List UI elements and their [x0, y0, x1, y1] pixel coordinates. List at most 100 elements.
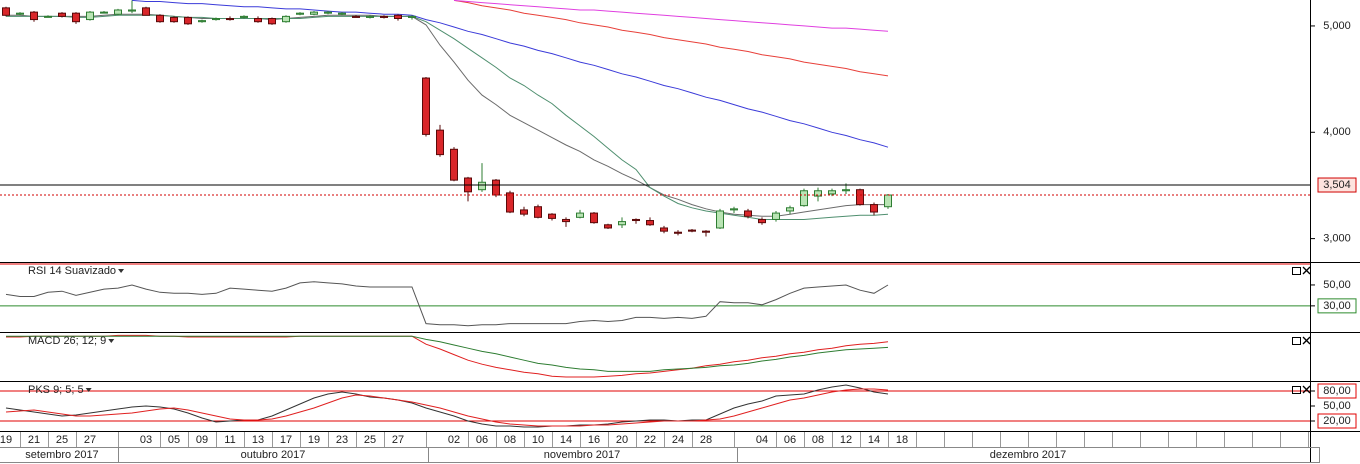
candle-body: [520, 209, 528, 215]
plot-layers: [0, 0, 1310, 428]
candle-body: [548, 213, 556, 219]
candle-body: [30, 11, 38, 21]
candle-body: [352, 15, 360, 18]
x-tick-label: 18: [896, 434, 908, 446]
y-tick-label: 50,00: [1323, 279, 1351, 291]
candle-body: [114, 9, 122, 15]
candle-body: [744, 210, 752, 217]
month-label: dezembro 2017: [990, 449, 1066, 461]
close-icon: [1302, 336, 1311, 345]
candle-body: [128, 9, 136, 12]
candle-body: [478, 181, 486, 191]
close-icon: [1302, 266, 1311, 275]
candle-body: [450, 148, 458, 181]
maximize-icon: [1292, 337, 1301, 345]
candle-body: [268, 18, 276, 25]
candle-body: [436, 129, 444, 156]
candle-body: [100, 11, 108, 14]
price-label: 3,504: [1323, 179, 1351, 191]
candle-body: [562, 218, 570, 223]
candle-body: [730, 208, 738, 211]
indicator-line: [6, 14, 889, 220]
close-icon: [1302, 385, 1311, 394]
x-tick-label: 25: [56, 434, 68, 446]
panel-title: PKS 9; 5; 5: [28, 384, 84, 396]
candle-body: [394, 14, 402, 20]
x-tick-label: 05: [168, 434, 180, 446]
candle-body: [716, 210, 724, 229]
candle-body: [142, 7, 150, 16]
indicator-line: [5, 384, 889, 428]
candle-body: [856, 189, 864, 206]
x-tick-label: 28: [700, 434, 712, 446]
candle-body: [800, 190, 808, 207]
candle-body: [590, 212, 598, 224]
candle-body: [828, 190, 836, 195]
candle-body: [492, 179, 500, 196]
candle-body: [702, 230, 710, 233]
x-tick-label: 06: [476, 434, 488, 446]
x-tick-label: 25: [364, 434, 376, 446]
x-tick-label: 03: [140, 434, 152, 446]
candle-body: [212, 18, 220, 21]
x-tick-label: 06: [784, 434, 796, 446]
y-tick-label: 50,00: [1323, 400, 1351, 412]
candle-body: [814, 190, 822, 197]
y-tick-label: 3,000: [1323, 233, 1351, 245]
candle-body: [758, 218, 766, 224]
maximize-icon: [1292, 267, 1301, 275]
candle-body: [324, 11, 332, 14]
candle-body: [366, 15, 374, 18]
price-label-box: [1317, 177, 1357, 193]
x-tick-label: 02: [448, 434, 460, 446]
candle-body: [44, 15, 52, 18]
indicator-line: [6, 13, 888, 217]
candle-body: [72, 12, 80, 23]
x-tick-label: 16: [588, 434, 600, 446]
candle-body: [156, 14, 164, 23]
candle-body: [338, 12, 346, 15]
candle-body: [618, 221, 626, 226]
y-tick-box: [1317, 413, 1357, 429]
panel: [0, 384, 1310, 428]
x-tick-label: 19: [308, 434, 320, 446]
candle-body: [660, 227, 668, 232]
candle-body: [408, 15, 416, 18]
maximize-icon: [1292, 386, 1301, 394]
candle-body: [674, 231, 682, 234]
candle-body: [646, 220, 654, 226]
month-label: setembro 2017: [25, 449, 98, 461]
y-tick-label: 80,00: [1323, 385, 1351, 397]
x-tick-label: 14: [560, 434, 572, 446]
indicator-line: [453, 0, 889, 32]
candle-body: [576, 212, 584, 218]
x-tick-label: 17: [280, 434, 292, 446]
y-tick-box: [1317, 383, 1357, 399]
candle-body: [240, 15, 248, 18]
x-tick-label: 12: [840, 434, 852, 446]
candle-body: [772, 212, 780, 220]
x-tick-label: 27: [392, 434, 404, 446]
x-tick-label: 21: [28, 434, 40, 446]
candle-body: [16, 12, 24, 15]
candle-body: [198, 20, 206, 23]
indicator-line: [5, 281, 889, 327]
candle-body: [842, 189, 850, 192]
x-tick-label: 10: [532, 434, 544, 446]
candle-body: [310, 11, 318, 15]
x-tick-label: 14: [868, 434, 880, 446]
candle-body: [604, 224, 612, 229]
x-tick-label: 20: [616, 434, 628, 446]
x-tick-label: 08: [504, 434, 516, 446]
x-tick-label: 24: [672, 434, 684, 446]
candle-body: [870, 204, 878, 213]
y-tick-box: [1317, 298, 1357, 314]
x-tick-label: 22: [644, 434, 656, 446]
panel-menu-arrow: [85, 388, 92, 392]
x-tick-label: 11: [224, 434, 235, 446]
x-tick-label: 09: [196, 434, 208, 446]
panel-menu-arrow: [108, 339, 115, 343]
y-tick-label: 30,00: [1323, 300, 1351, 312]
candle-body: [688, 229, 696, 232]
